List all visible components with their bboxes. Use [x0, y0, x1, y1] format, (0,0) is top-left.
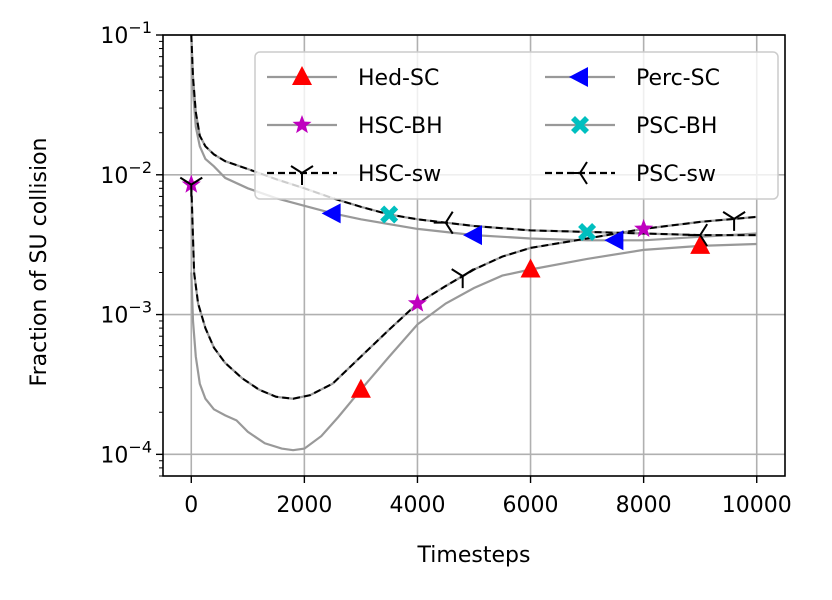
legend-marker	[569, 67, 588, 87]
legend-entry: Perc-SC	[545, 66, 720, 91]
data-point-marker	[407, 293, 427, 312]
legend-marker	[292, 66, 312, 85]
legend-label: PSC-sw	[636, 162, 716, 187]
data-point-marker	[350, 378, 371, 398]
legend: Hed-SC HSC-BH HSC-sw Perc-SC PSC-BH PSC-sw	[254, 51, 779, 200]
legend-marker	[571, 116, 589, 134]
plot-frame	[162, 34, 786, 477]
series-markers	[179, 174, 746, 398]
legend-label: HSC-BH	[358, 114, 443, 139]
data-point-marker	[520, 258, 541, 278]
data-point-marker	[380, 205, 399, 224]
legend-label: PSC-BH	[636, 114, 717, 139]
y-tick-label: 10−3	[100, 298, 152, 329]
y-axis-label: Fraction of SU collision	[27, 138, 52, 387]
legend-label: Perc-SC	[636, 66, 720, 91]
x-tick-label: 4000	[389, 493, 445, 518]
x-tick-label: 2000	[276, 493, 332, 518]
legend-label: HSC-sw	[358, 162, 441, 187]
legend-entry: PSC-sw	[545, 161, 716, 187]
data-point-marker	[690, 234, 711, 254]
legend-entry: PSC-BH	[545, 114, 717, 139]
legend-entry: HSC-BH	[267, 114, 443, 139]
data-point-marker	[688, 223, 709, 247]
data-point-marker	[634, 218, 654, 237]
data-point-marker	[578, 222, 597, 241]
data-point-marker	[179, 176, 203, 197]
x-tick-label: 0	[184, 493, 198, 518]
x-tick-label: 8000	[616, 493, 672, 518]
data-point-marker	[463, 225, 482, 246]
series-line	[190, 184, 757, 400]
data-point-marker	[451, 268, 475, 289]
legend-marker	[290, 165, 314, 185]
y-tick-label: 10−4	[100, 437, 152, 468]
x-tick-label: 6000	[503, 493, 559, 518]
data-point-marker	[722, 211, 746, 231]
y-tick-label: 10−1	[100, 18, 152, 49]
x-axis-label: Timesteps	[417, 543, 531, 568]
series-line	[190, 34, 757, 242]
legend-entry: HSC-sw	[267, 162, 441, 187]
axis-ticks: 0 2000 4000 6000 8000 10000 10−4 10−3 10−2 10−1	[100, 18, 791, 518]
y-tick-label: 10−2	[100, 158, 152, 189]
legend-marker	[292, 115, 312, 134]
data-point-marker	[433, 211, 454, 235]
legend-label: Hed-SC	[358, 66, 439, 91]
series-line	[190, 242, 757, 452]
legend-marker	[568, 161, 588, 185]
legend-entry: Hed-SC	[267, 66, 439, 91]
x-tick-label: 10000	[722, 493, 792, 518]
data-point-marker	[321, 203, 341, 224]
data-point-marker	[604, 230, 624, 251]
series-line	[190, 184, 757, 400]
legend-box	[254, 51, 779, 200]
